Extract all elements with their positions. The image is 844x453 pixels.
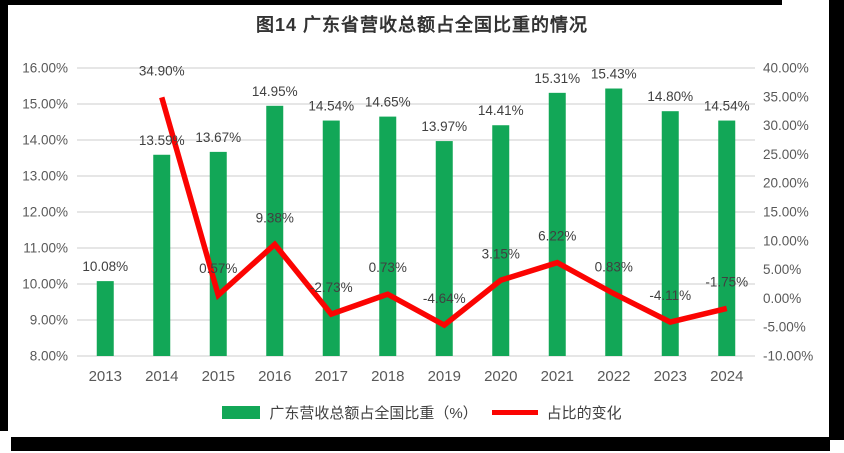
bar xyxy=(435,141,453,356)
right-axis-tick-label: 15.00% xyxy=(763,205,809,220)
right-axis-tick-label: -10.00% xyxy=(763,349,813,364)
line-data-label: 9.38% xyxy=(256,210,294,225)
bar-data-label: 14.54% xyxy=(704,99,750,114)
x-axis-label: 2022 xyxy=(597,368,630,385)
line-series-swatch-icon xyxy=(491,410,538,415)
x-axis-label: 2015 xyxy=(202,368,235,385)
bar xyxy=(322,120,340,356)
x-axis-label: 2017 xyxy=(315,368,348,385)
bar xyxy=(153,154,171,356)
bar-data-label: 15.31% xyxy=(534,71,580,86)
bar-data-label: 10.08% xyxy=(82,259,128,274)
right-axis-tick-label: 40.00% xyxy=(763,61,809,76)
right-axis-tick-label: 20.00% xyxy=(763,176,809,191)
line-data-label: 0.57% xyxy=(199,261,237,276)
line-data-label: 34.90% xyxy=(139,63,185,78)
x-axis-label: 2023 xyxy=(654,368,687,385)
left-axis-tick-label: 9.00% xyxy=(30,313,68,328)
left-axis-tick-label: 14.00% xyxy=(22,133,68,148)
bar-data-label: 13.67% xyxy=(195,130,241,145)
bar xyxy=(718,120,736,356)
bar xyxy=(96,281,114,356)
bar-data-label: 14.41% xyxy=(478,103,524,118)
frame-edge-right xyxy=(829,0,844,440)
right-axis-tick-label: 30.00% xyxy=(763,118,809,133)
bar xyxy=(605,88,623,357)
left-axis-tick-label: 15.00% xyxy=(22,97,68,112)
bar-data-label: 14.95% xyxy=(252,84,298,99)
bar-data-label: 14.54% xyxy=(308,99,354,114)
bar-data-label: 13.59% xyxy=(139,133,185,148)
bar xyxy=(266,105,284,356)
bar-data-label: 13.97% xyxy=(421,119,467,134)
bar xyxy=(492,125,510,357)
bar xyxy=(209,151,227,356)
left-axis-tick-label: 10.00% xyxy=(22,277,68,292)
bar-series-label: 广东营收总额占全国比重（%） xyxy=(269,405,478,422)
x-axis-label: 2019 xyxy=(428,368,461,385)
x-axis-label: 2018 xyxy=(371,368,404,385)
bar-data-label: 15.43% xyxy=(591,67,637,82)
bar-data-label: 14.65% xyxy=(365,95,411,110)
line-data-label: -1.75% xyxy=(705,274,748,289)
line-data-label: -2.73% xyxy=(310,280,353,295)
x-axis-label: 2024 xyxy=(710,368,743,385)
x-axis-label: 2020 xyxy=(484,368,517,385)
legend-item-line-series: 占比的变化 xyxy=(491,402,622,423)
chart-title: 图14 广东省营收总额占全国比重的情况 xyxy=(255,15,589,35)
right-axis-tick-label: 35.00% xyxy=(763,89,809,104)
line-data-label: 3.15% xyxy=(482,246,520,261)
chart-legend: 广东营收总额占全国比重（%） 占比的变化 xyxy=(0,402,844,423)
left-axis-tick-label: 8.00% xyxy=(30,349,68,364)
right-axis-tick-label: 25.00% xyxy=(763,147,809,162)
bar xyxy=(661,111,679,356)
frame-edge-top xyxy=(0,0,782,5)
x-axis-label: 2013 xyxy=(89,368,122,385)
line-data-label: -4.11% xyxy=(649,288,691,303)
bar xyxy=(548,92,566,356)
legend-item-bar-series: 广东营收总额占全国比重（%） xyxy=(222,402,478,423)
trend-line xyxy=(159,96,728,329)
x-axis-label: 2021 xyxy=(541,368,574,385)
right-axis-tick-label: 0.00% xyxy=(763,291,801,306)
left-axis-tick-label: 12.00% xyxy=(22,205,68,220)
x-axis-label: 2014 xyxy=(145,368,178,385)
line-data-label: 6.22% xyxy=(538,229,576,244)
line-series-label: 占比的变化 xyxy=(546,405,622,422)
line-data-label: -4.64% xyxy=(423,291,466,306)
bar-series-swatch-icon xyxy=(222,406,261,419)
frame-edge-bottom xyxy=(11,437,830,451)
bar xyxy=(379,116,397,356)
bar-data-label: 14.80% xyxy=(647,89,693,104)
frame-edge-left xyxy=(0,0,8,431)
right-axis-tick-label: 5.00% xyxy=(763,262,801,277)
line-data-label: 0.73% xyxy=(369,260,407,275)
right-axis-tick-label: -5.00% xyxy=(763,320,806,335)
left-axis-tick-label: 13.00% xyxy=(22,169,68,184)
right-axis-tick-label: 10.00% xyxy=(763,233,809,248)
left-axis-tick-label: 16.00% xyxy=(22,61,68,76)
x-axis-label: 2016 xyxy=(258,368,291,385)
line-data-label: 0.83% xyxy=(595,260,633,275)
left-axis-tick-label: 11.00% xyxy=(23,241,68,256)
